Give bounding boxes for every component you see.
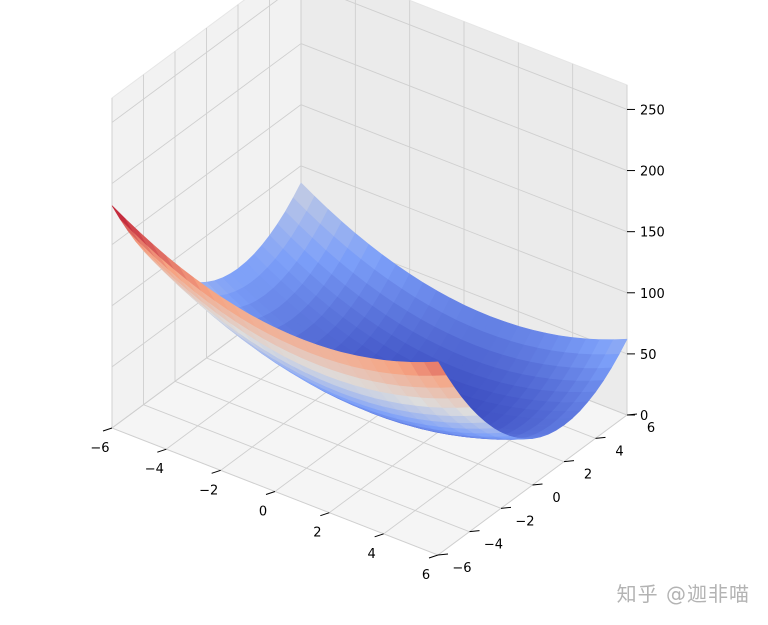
y-tick-label: 4 — [615, 444, 623, 459]
y-tick — [437, 553, 449, 556]
x-tick — [265, 491, 276, 495]
x-tick — [320, 512, 330, 517]
x-tick — [374, 533, 384, 538]
watermark: 知乎 @迦非喵 — [616, 582, 750, 606]
grid-left-z — [111, 165, 302, 307]
z-tick-label: 100 — [640, 287, 665, 302]
y-tick-label: 2 — [584, 468, 592, 483]
y-tick — [595, 436, 606, 439]
x-tick — [428, 554, 439, 559]
grid-left-z — [111, 0, 279, 123]
surface-patch — [423, 361, 447, 376]
grid-floor-y — [206, 357, 533, 486]
y-tick — [500, 506, 512, 509]
y-tick — [469, 530, 480, 533]
y-tick-label: −2 — [515, 514, 534, 529]
axis-ticks — [102, 108, 638, 559]
grid-back-z — [300, 165, 628, 294]
y-tick-label: 6 — [647, 421, 655, 436]
x-tick — [211, 469, 221, 474]
z-tick-label: 200 — [640, 165, 665, 180]
grid-floor-y — [143, 404, 470, 533]
y-tick-label: −4 — [484, 538, 503, 553]
x-tick-label: 2 — [313, 526, 321, 541]
grid-left-z — [111, 104, 302, 246]
grid-back-z — [300, 104, 628, 233]
x-tick-label: 4 — [368, 547, 376, 562]
y-tick-label: 0 — [552, 491, 560, 506]
z-tick-label: 0 — [640, 409, 648, 424]
z-tick-label: 50 — [640, 348, 657, 363]
x-tick — [102, 427, 113, 432]
z-tick-label: 250 — [640, 103, 665, 118]
x-tick — [157, 448, 167, 453]
grid-back-z — [300, 43, 628, 171]
x-tick-label: 0 — [259, 505, 267, 520]
x-tick-label: −4 — [145, 462, 164, 477]
x-tick-label: −2 — [199, 483, 218, 498]
y-tick-label: −6 — [452, 561, 471, 576]
y-tick — [532, 483, 543, 486]
surface — [111, 182, 628, 440]
grid-left-z — [111, 43, 302, 184]
x-tick-label: −6 — [90, 441, 109, 456]
x-tick-label: 6 — [422, 568, 430, 583]
grid-back-z — [344, 0, 628, 110]
grid-floor-y — [174, 380, 502, 509]
z-tick-label: 150 — [640, 226, 665, 241]
y-tick — [563, 460, 575, 463]
